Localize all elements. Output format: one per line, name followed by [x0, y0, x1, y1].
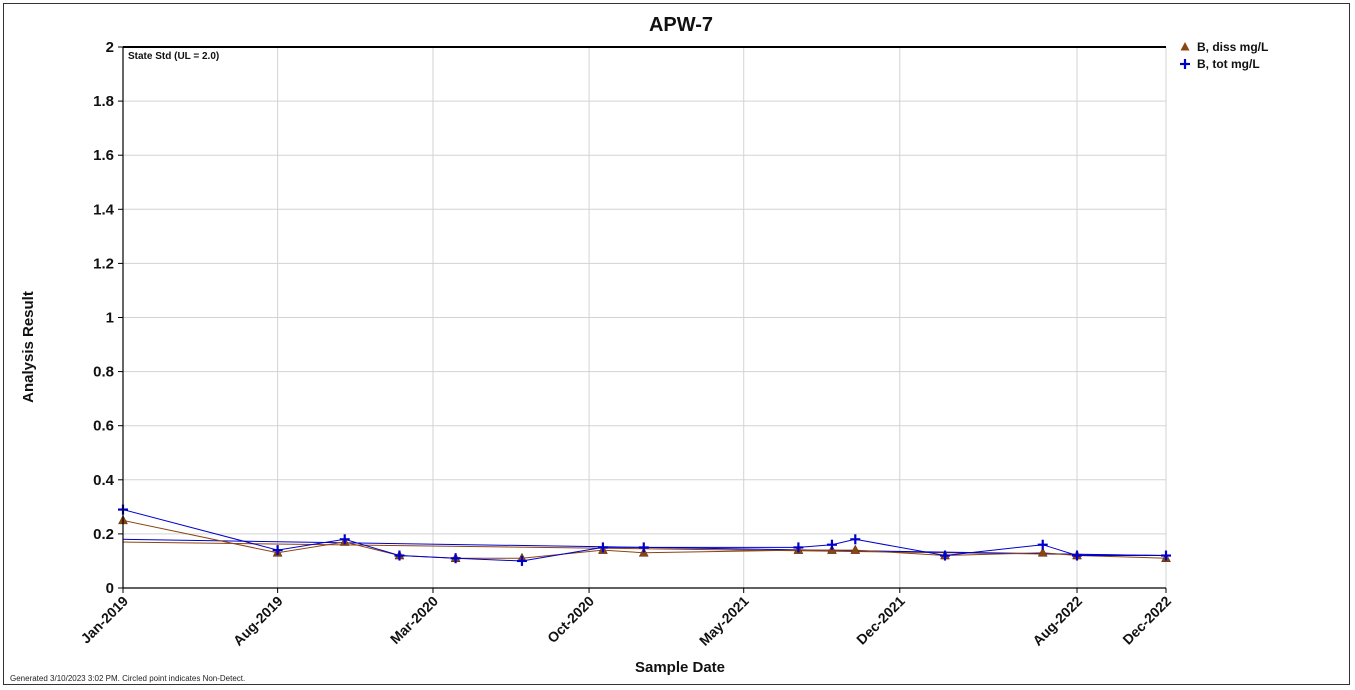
plus-marker — [339, 534, 350, 545]
triangle-marker — [850, 544, 861, 554]
x-tick-label: Dec-2021 — [853, 593, 908, 648]
state-std-label: State Std (UL = 2.0) — [128, 51, 219, 62]
y-tick-label: 1.6 — [93, 147, 114, 164]
y-tick-label: 1.4 — [93, 201, 115, 218]
plus-marker — [1072, 550, 1083, 561]
plus-marker — [1161, 550, 1171, 561]
y-tick-label: 2 — [106, 39, 114, 56]
x-tick-label: May-2021 — [696, 593, 752, 649]
x-tick-label: Oct-2020 — [544, 593, 597, 646]
x-tick-label: Aug-2019 — [230, 593, 286, 649]
chart-title: APW-7 — [649, 14, 713, 36]
y-tick-label: 0.6 — [93, 418, 114, 435]
plus-marker — [516, 555, 527, 566]
data-markers — [118, 504, 1171, 566]
y-tick-label: 1.8 — [93, 93, 114, 110]
axes — [118, 46, 1167, 593]
legend-label: B, tot mg/L — [1197, 57, 1260, 71]
footer-note: Generated 3/10/2023 3:02 PM. Circled poi… — [10, 674, 245, 683]
y-tick-labels: 0 0.2 0.4 0.6 0.8 1 1.2 1.4 1.6 1.8 2 — [93, 39, 115, 597]
grid — [122, 46, 1167, 589]
plus-marker — [940, 550, 951, 561]
y-tick-label: 0 — [106, 580, 114, 597]
y-tick-label: 0.4 — [93, 472, 115, 489]
plus-marker — [1037, 539, 1048, 550]
plus-marker — [272, 545, 283, 556]
plus-marker — [450, 553, 461, 564]
plus-marker — [638, 542, 649, 553]
plus-marker — [793, 542, 804, 553]
x-tick-labels: Jan-2019 Aug-2019 Mar-2020 Oct-2020 May-2021… — [77, 593, 1174, 649]
y-axis-label: Analysis Result — [20, 291, 37, 403]
x-tick-label: Jan-2019 — [77, 593, 131, 647]
plus-marker — [850, 534, 861, 545]
y-tick-label: 1.2 — [93, 255, 114, 272]
x-axis-label: Sample Date — [635, 659, 725, 676]
plus-marker — [597, 542, 608, 553]
x-tick-label: Dec-2022 — [1119, 593, 1174, 648]
y-tick-label: 0.8 — [93, 364, 114, 381]
x-tick-label: Mar-2020 — [387, 593, 441, 647]
x-tick-label: Aug-2022 — [1029, 593, 1085, 649]
legend-triangle-icon — [1180, 42, 1190, 51]
legend: B, diss mg/L B, tot mg/L — [1180, 40, 1268, 71]
plus-marker — [826, 539, 837, 550]
legend-label: B, diss mg/L — [1197, 40, 1268, 54]
plus-marker — [394, 550, 405, 561]
triangle-marker — [1037, 547, 1048, 557]
y-tick-label: 1 — [106, 310, 114, 327]
chart-frame: APW-7 State Std (UL = 2.0) 0 0.2 0.4 0.6 0.8… — [3, 3, 1350, 685]
y-tick-label: 0.2 — [93, 526, 114, 543]
reference-line-group: State Std (UL = 2.0) — [123, 46, 1166, 62]
chart-canvas: APW-7 State Std (UL = 2.0) 0 0.2 0.4 0.6 0.8… — [10, 14, 1268, 683]
legend-plus-icon — [1180, 59, 1190, 69]
